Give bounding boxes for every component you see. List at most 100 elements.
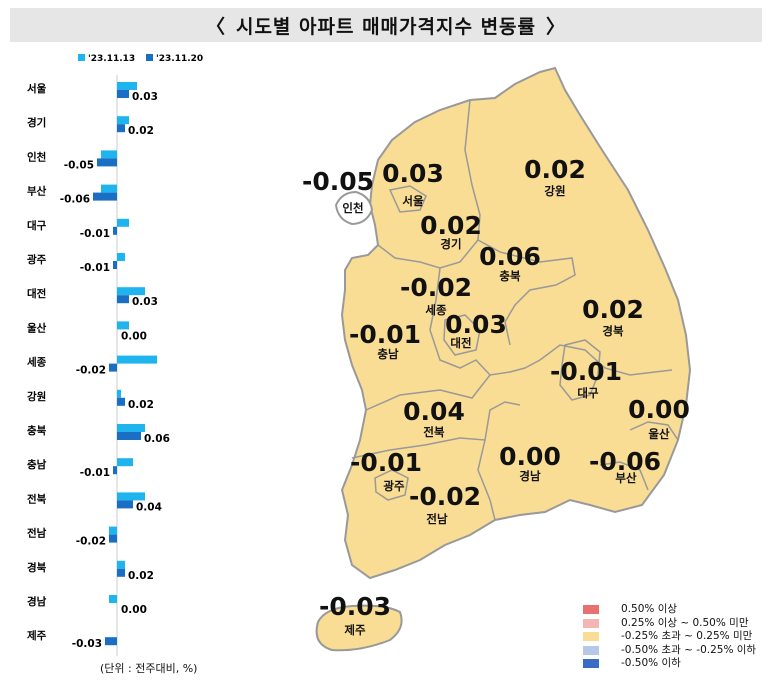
data-label: 0.00 [121,330,147,342]
bar-curr-week [109,534,117,543]
region-value: 0.06 [479,242,541,271]
region-name: 울산 [648,427,670,441]
data-label: 0.02 [128,399,154,411]
region-value: -0.03 [319,592,391,621]
border-gyeonggi-south [377,239,479,269]
region-value: 0.03 [445,310,507,339]
bar-curr-week [117,432,141,440]
title-bracket-right: 〉 [546,15,567,38]
category-label: 강원 [27,390,46,403]
data-label: 0.04 [136,501,162,513]
bar-curr-week [117,124,125,133]
category-label: 전북 [27,492,47,505]
region-name: 제주 [344,623,366,637]
category-label: 충남 [27,458,47,471]
data-label: -0.02 [76,536,106,548]
data-label: -0.06 [60,194,90,206]
data-label: 0.02 [128,125,154,137]
region-value: -0.02 [400,273,472,302]
bar-prev-week [117,355,157,364]
legend-label: '23.11.13 [88,54,135,64]
region-value: 0.00 [499,442,561,471]
chart-legend: '23.11.13 '23.11.20 [78,54,203,64]
data-label: -0.01 [80,262,110,274]
region-value: 0.02 [524,155,586,184]
incheon-shape [334,190,374,226]
border-gyeongnam [477,439,496,521]
bar-prev-week [109,595,117,603]
border-gyeongbuk [524,344,673,376]
category-label: 세종 [27,356,47,369]
page-title: 시도별 아파트 매매가격지수 변동률 [235,15,537,38]
category-label: 인천 [27,150,46,163]
bar-prev-week [117,492,145,501]
title-bar: 〈 시도별 아파트 매매가격지수 변동률 〉 [10,8,762,42]
bar-prev-week [117,287,145,296]
region-value: 0.02 [582,295,644,324]
data-label: -0.03 [72,638,102,650]
border-gangwon [464,99,501,253]
map-shapes [315,66,692,652]
map-legend-item: -0.50% 이하 [583,657,756,671]
legend-label: 0.50% 이상 [621,603,678,615]
bar-chart: '23.11.13 '23.11.20 서울 0.03 경기 0.02 인천 -0.05 부산 -… [27,54,203,657]
bar-curr-week [97,158,117,167]
region-name: 부산 [615,471,637,485]
jeju-shape [315,604,403,652]
region-value: -0.01 [349,320,421,349]
legend-swatch [146,54,153,61]
region-value: 0.00 [628,395,690,424]
bar-prev-week [117,116,129,125]
border-chungnam [429,267,526,376]
category-label: 광주 [27,254,47,266]
data-label: -0.01 [80,467,110,479]
bar-prev-week [117,424,145,432]
region-name: 전북 [423,425,445,439]
bar-curr-week [113,466,117,475]
region-name: 강원 [544,184,565,198]
legend-swatch [583,645,599,655]
legend-label: -0.50% 초과 ~ -0.25% 이하 [621,643,757,656]
bar-prev-week [109,526,117,535]
region-name: 경남 [519,469,541,483]
region-name: 경북 [602,324,624,338]
border-chungbuk-east [499,251,576,346]
category-label: 울산 [27,321,47,334]
region-name: 대전 [450,336,471,350]
region-value: -0.06 [589,447,661,476]
region-value: 0.03 [382,159,444,188]
bar-curr-week [113,226,117,235]
bar-prev-week [117,458,133,467]
bar-prev-week [117,389,121,398]
region-value: 0.02 [420,211,482,240]
border-daegu [559,339,601,401]
region-name: 전남 [426,512,448,526]
legend-swatch [583,659,599,669]
bar-curr-week [113,261,117,269]
region-value: -0.02 [409,482,481,511]
category-label: 경기 [27,116,46,129]
category-label: 부산 [27,185,47,198]
unit-note: (단위 : 전주대비, %) [100,662,198,675]
category-label: 충북 [27,424,47,437]
mainland-shape [340,66,692,580]
bar-prev-week [117,253,125,261]
bar-prev-week [101,184,117,193]
category-label: 대구 [27,219,47,232]
region-name: 서울 [402,194,424,208]
region-value: -0.01 [550,357,622,386]
bar-curr-week [117,90,129,98]
legend-label: 0.25% 이상 ~ 0.50% 미만 [621,616,749,629]
map-legend-item: 0.25% 이상 ~ 0.50% 미만 [583,617,756,631]
border-jeonbuk [365,374,491,411]
map-legend: 0.50% 이상 0.25% 이상 ~ 0.50% 미만 -0.25% 초과 ~… [583,603,756,671]
category-label: 제주 [27,629,47,642]
legend-swatch [583,632,599,642]
region-value: -0.05 [302,167,374,196]
legend-swatch [78,54,85,61]
region-name: 충북 [499,269,521,283]
category-label: 경남 [27,595,47,608]
bar-curr-week [93,192,117,201]
